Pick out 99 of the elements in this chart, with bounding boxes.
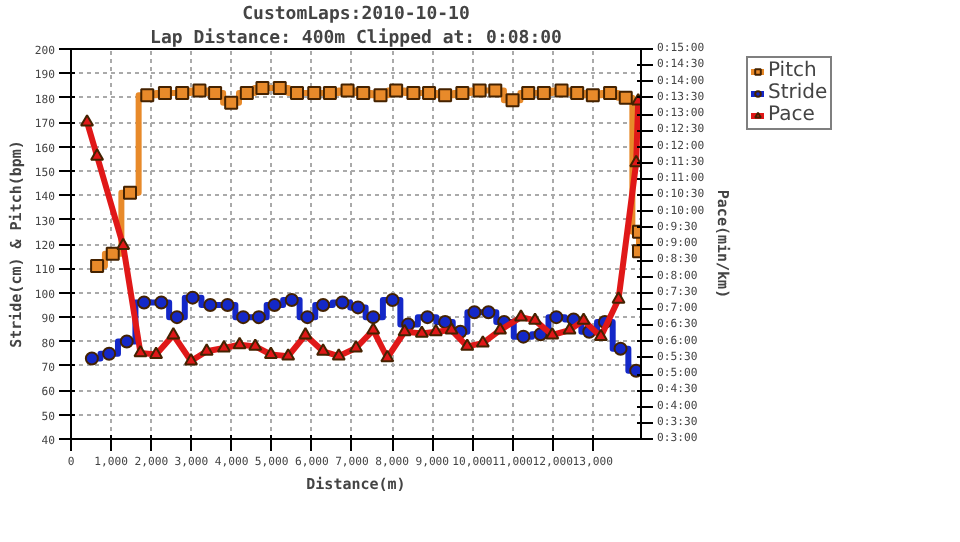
point (335, 295, 350, 310)
point (444, 322, 459, 335)
point (536, 85, 551, 100)
point (102, 346, 117, 361)
point (105, 246, 120, 261)
point (438, 315, 453, 329)
point (603, 85, 618, 100)
point (516, 329, 531, 344)
point (300, 310, 315, 325)
point (263, 346, 278, 359)
point (351, 300, 366, 315)
point (322, 85, 337, 100)
point (298, 327, 313, 340)
point (316, 343, 331, 356)
point (116, 237, 131, 251)
point (281, 348, 296, 361)
point (224, 95, 239, 110)
point (488, 83, 503, 98)
point (272, 81, 287, 95)
point (505, 93, 520, 108)
point (157, 85, 172, 100)
point (513, 309, 528, 322)
point (613, 341, 628, 356)
point (80, 114, 95, 127)
point (307, 85, 322, 100)
point (576, 312, 591, 325)
point (267, 297, 282, 312)
point (428, 323, 443, 337)
point (208, 85, 223, 100)
point (166, 327, 181, 340)
point (389, 83, 404, 98)
point (203, 297, 218, 312)
legend-label: Stride (768, 82, 828, 104)
point (232, 336, 247, 350)
point (521, 85, 536, 100)
point (119, 334, 134, 349)
point (467, 305, 482, 320)
point (545, 327, 560, 340)
point (593, 328, 608, 342)
point (123, 185, 138, 200)
point (140, 88, 155, 103)
point (493, 322, 508, 335)
point (397, 323, 412, 337)
point (472, 83, 487, 98)
point (528, 312, 543, 325)
point (414, 325, 429, 338)
chart-title: CustomLaps:2010-10-10 (242, 5, 470, 25)
point (422, 85, 437, 100)
point (331, 348, 346, 361)
point (380, 349, 395, 363)
point (585, 88, 600, 103)
point (199, 343, 214, 356)
point (284, 293, 299, 308)
point (192, 83, 207, 98)
point (84, 351, 99, 366)
point (562, 322, 577, 335)
point (460, 338, 475, 351)
legend-label: Pace (768, 104, 815, 126)
point (169, 310, 184, 325)
point (154, 295, 169, 310)
point (90, 258, 105, 273)
point (137, 295, 152, 310)
point (251, 310, 266, 325)
point (420, 310, 435, 325)
point (316, 297, 331, 312)
point (554, 83, 569, 98)
point (438, 88, 453, 103)
point (289, 85, 304, 100)
point (549, 310, 564, 325)
point (366, 310, 381, 325)
point (455, 85, 470, 100)
point (340, 83, 355, 98)
point (481, 305, 496, 320)
point (356, 85, 371, 100)
point (385, 293, 400, 308)
point (248, 338, 263, 351)
point (611, 291, 626, 304)
point (175, 85, 190, 100)
point (149, 346, 164, 359)
point (629, 154, 641, 168)
point (236, 310, 251, 325)
point (349, 340, 363, 353)
point (570, 85, 585, 100)
point (475, 335, 490, 348)
point (185, 290, 200, 305)
point (373, 88, 388, 103)
point (184, 353, 199, 366)
point (220, 297, 235, 312)
point (406, 85, 421, 100)
legend-label: Pitch (768, 60, 817, 82)
point (216, 340, 231, 353)
point (255, 81, 270, 95)
point (239, 85, 254, 100)
point (133, 344, 148, 358)
point (90, 148, 105, 161)
point (366, 322, 381, 335)
point (629, 363, 641, 378)
chart-subtitle: Lap Distance: 400m Clipped at: 0:08:00 (150, 27, 562, 49)
point (618, 90, 633, 105)
